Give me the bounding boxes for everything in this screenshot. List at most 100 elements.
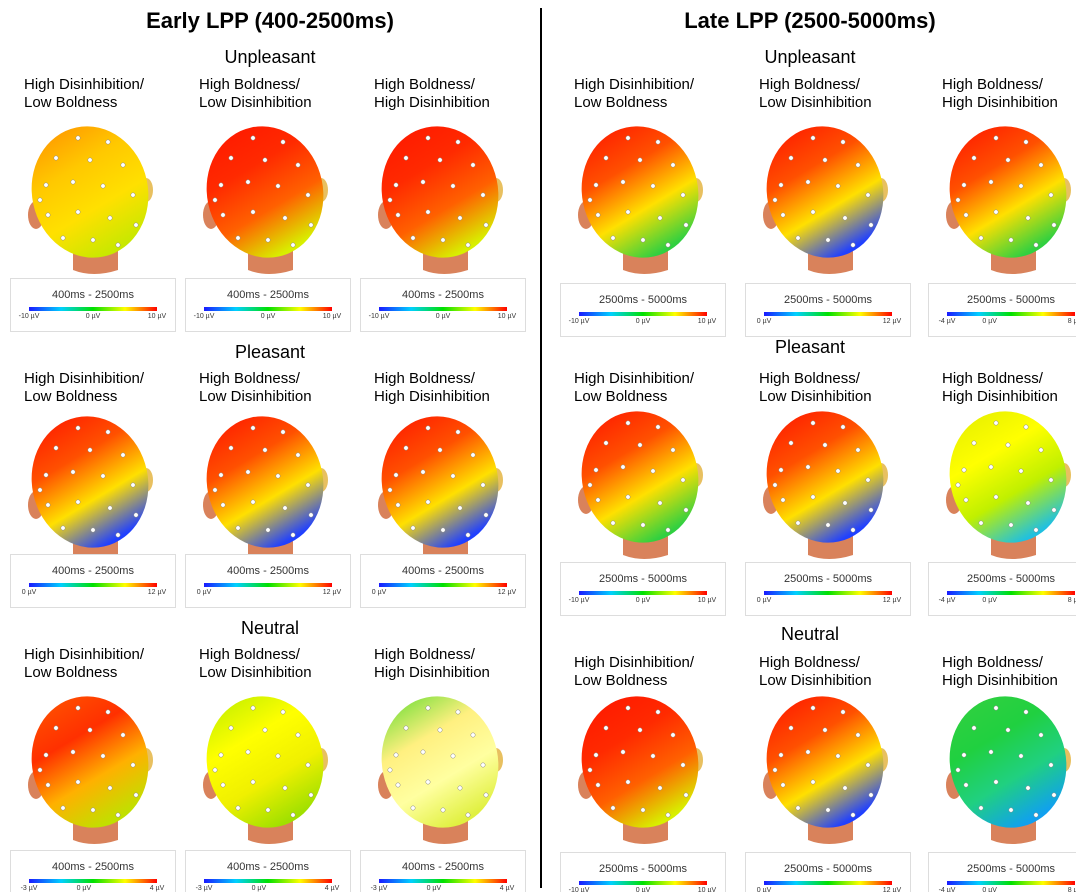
group-line: Low Boldness (574, 388, 694, 406)
colorbar-tick: -3 µV (21, 885, 38, 892)
colorbar-gradient (764, 312, 892, 316)
group-label: High Boldness/Low Disinhibition (759, 370, 872, 406)
group-line: High Boldness/ (374, 370, 490, 388)
colorbar-tick: 0 µV (427, 885, 442, 892)
colorbar-time: 2500ms - 5000ms (561, 294, 725, 306)
colorbar-tick: 0 µV (982, 597, 997, 604)
colorbar-gradient (204, 583, 332, 587)
group-line: High Boldness/ (759, 654, 872, 672)
colorbar-tick: 10 µV (498, 313, 516, 320)
scalp-map (368, 690, 518, 848)
condition-label: Neutral (10, 618, 530, 639)
group-line: High Disinhibition/ (574, 76, 694, 94)
group-line: Low Disinhibition (759, 94, 872, 112)
group-label: High Boldness/Low Disinhibition (759, 76, 872, 112)
colorbar-time: 400ms - 2500ms (11, 565, 175, 577)
group-line: High Boldness/ (942, 654, 1058, 672)
group-label: High Boldness/High Disinhibition (374, 646, 490, 682)
colorbar-tick: -3 µV (196, 885, 213, 892)
group-line: High Disinhibition (374, 388, 490, 406)
group-line: Low Disinhibition (199, 388, 312, 406)
colorbar-time: 400ms - 2500ms (186, 861, 350, 873)
scalp-map (368, 120, 518, 278)
scalp-map (568, 405, 718, 563)
colorbar-gradient (947, 881, 1075, 885)
colorbar-tick: -10 µV (19, 313, 40, 320)
colorbar-tick: 0 µV (197, 589, 212, 596)
scalp-map (936, 405, 1076, 563)
colorbar-time: 400ms - 2500ms (361, 565, 525, 577)
group-label: High Boldness/Low Disinhibition (759, 654, 872, 690)
group-line: Low Boldness (24, 94, 144, 112)
group-label: High Disinhibition/Low Boldness (574, 370, 694, 406)
group-label: High Disinhibition/Low Boldness (574, 76, 694, 112)
scalp-map (568, 690, 718, 848)
group-line: High Disinhibition (942, 388, 1058, 406)
colorbar-tick: 0 µV (757, 318, 772, 325)
colorbar-tick: -10 µV (194, 313, 215, 320)
group-line: High Disinhibition/ (24, 646, 144, 664)
colorbar-time: 400ms - 2500ms (361, 861, 525, 873)
group-label: High Disinhibition/Low Boldness (24, 370, 144, 406)
colorbar-time: 400ms - 2500ms (11, 861, 175, 873)
group-label: High Disinhibition/Low Boldness (24, 76, 144, 112)
group-line: Low Boldness (574, 94, 694, 112)
scalp-map (193, 690, 343, 848)
colorbar-tick: 0 µV (982, 887, 997, 892)
colorbar-tick: 0 µV (757, 887, 772, 892)
colorbar-time: 2500ms - 5000ms (929, 863, 1076, 875)
colorbar-time: 400ms - 2500ms (186, 565, 350, 577)
colorbar-time: 2500ms - 5000ms (929, 573, 1076, 585)
group-line: Low Disinhibition (759, 388, 872, 406)
condition-label: Pleasant (550, 337, 1070, 358)
group-line: High Disinhibition (942, 94, 1058, 112)
group-line: High Boldness/ (942, 76, 1058, 94)
colorbar-tick: 10 µV (323, 313, 341, 320)
group-label: High Boldness/Low Disinhibition (199, 646, 312, 682)
colorbar-tick: 10 µV (698, 318, 716, 325)
colorbar-gradient (204, 307, 332, 311)
group-label: High Boldness/Low Disinhibition (199, 370, 312, 406)
group-line: High Disinhibition (374, 664, 490, 682)
condition-label: Neutral (550, 624, 1070, 645)
group-label: High Boldness/High Disinhibition (942, 370, 1058, 406)
colorbar-tick: 0 µV (372, 589, 387, 596)
colorbar-gradient (764, 881, 892, 885)
colorbar-tick: 12 µV (883, 887, 901, 892)
group-line: High Boldness/ (759, 76, 872, 94)
colorbar-tick: 12 µV (883, 597, 901, 604)
group-line: High Disinhibition/ (24, 370, 144, 388)
group-line: Low Boldness (574, 672, 694, 690)
colorbar-tick: 12 µV (148, 589, 166, 596)
condition-label: Pleasant (10, 342, 530, 363)
colorbar-gradient (379, 879, 507, 883)
colorbar-time: 2500ms - 5000ms (561, 863, 725, 875)
scalp-map (18, 120, 168, 278)
colorbar-gradient (29, 879, 157, 883)
scalp-map (368, 410, 518, 568)
colorbar-tick: -4 µV (939, 597, 956, 604)
colorbar-tick: 8 µV (1068, 597, 1076, 604)
colorbar-tick: 0 µV (22, 589, 37, 596)
colorbar-tick: 0 µV (757, 597, 772, 604)
colorbar-tick: 8 µV (1068, 887, 1076, 892)
colorbar-tick: -4 µV (939, 887, 956, 892)
colorbar-tick: 0 µV (77, 885, 92, 892)
colorbar-gradient (29, 583, 157, 587)
colorbar-time: 400ms - 2500ms (186, 289, 350, 301)
group-line: High Disinhibition/ (574, 370, 694, 388)
panel-title: Late LPP (2500-5000ms) (550, 8, 1070, 34)
group-line: High Disinhibition (374, 94, 490, 112)
group-line: Low Boldness (24, 388, 144, 406)
colorbar-gradient (379, 307, 507, 311)
colorbar-time: 2500ms - 5000ms (746, 573, 910, 585)
colorbar: 2500ms - 5000ms -4 µV 0 µV 8 µV (928, 562, 1076, 616)
